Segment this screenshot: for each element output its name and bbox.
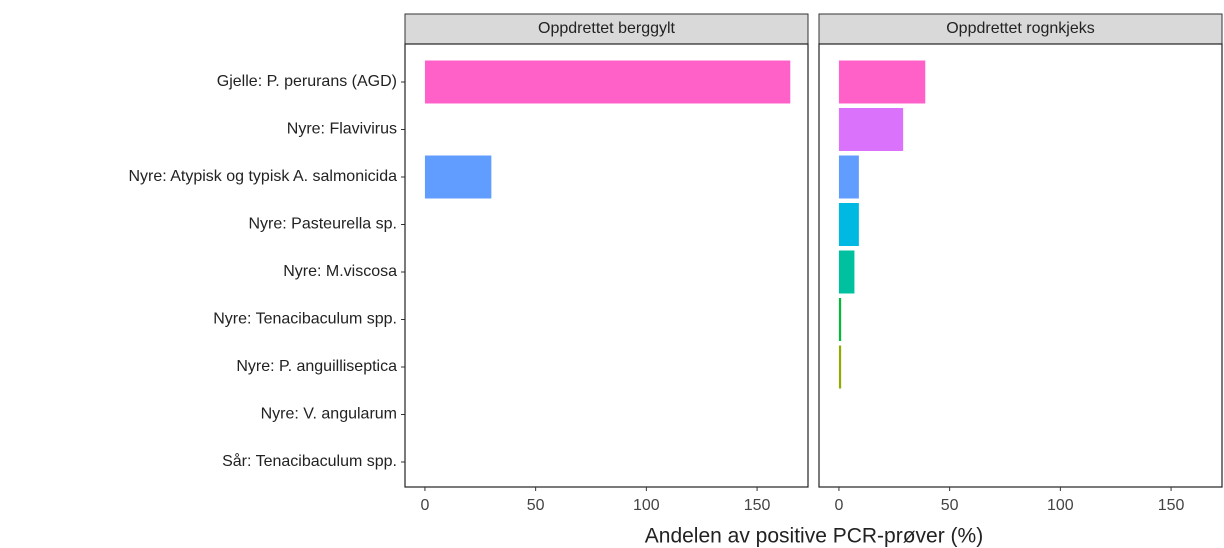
strip-title: Oppdrettet rognkjeks	[946, 20, 1095, 37]
y-tick-label: Nyre: V. angularum	[261, 406, 397, 423]
bar	[838, 155, 859, 199]
y-tick-label: Nyre: Flavivirus	[287, 121, 397, 138]
y-tick-label: Nyre: M.viscosa	[283, 263, 397, 280]
bar	[838, 60, 926, 104]
x-tick-label: 100	[1047, 497, 1074, 514]
x-tick-label: 150	[744, 497, 771, 514]
y-tick-label: Nyre: P. anguilliseptica	[236, 358, 397, 375]
x-tick-label: 100	[633, 497, 660, 514]
x-tick-label: 50	[941, 497, 959, 514]
bar	[838, 298, 842, 341]
strip	[404, 13, 809, 45]
panel-frame	[818, 43, 1223, 488]
x-tick-label: 0	[420, 497, 429, 514]
bar	[838, 250, 855, 294]
x-axis-label: Andelen av positive PCR-prøver (%)	[645, 525, 983, 548]
strip-title: Oppdrettet berggylt	[538, 20, 676, 37]
bar	[424, 60, 791, 104]
y-tick-label: Nyre: Tenacibaculum spp.	[213, 311, 397, 328]
y-tick-label: Sår: Tenacibaculum spp.	[222, 452, 397, 470]
x-tick-label: 150	[1158, 497, 1185, 514]
bar	[838, 203, 859, 246]
panel-frame	[404, 43, 809, 488]
y-tick-label: Gjelle: P. perurans (AGD)	[217, 73, 397, 90]
bar	[838, 108, 904, 151]
x-tick-label: 50	[527, 497, 545, 514]
x-tick-label: 0	[834, 497, 843, 514]
y-tick-label: Nyre: Atypisk og typisk A. salmonicida	[128, 168, 397, 185]
y-tick-label: Nyre: Pasteurella sp.	[248, 216, 397, 233]
bar	[424, 155, 492, 199]
bar	[838, 345, 842, 389]
